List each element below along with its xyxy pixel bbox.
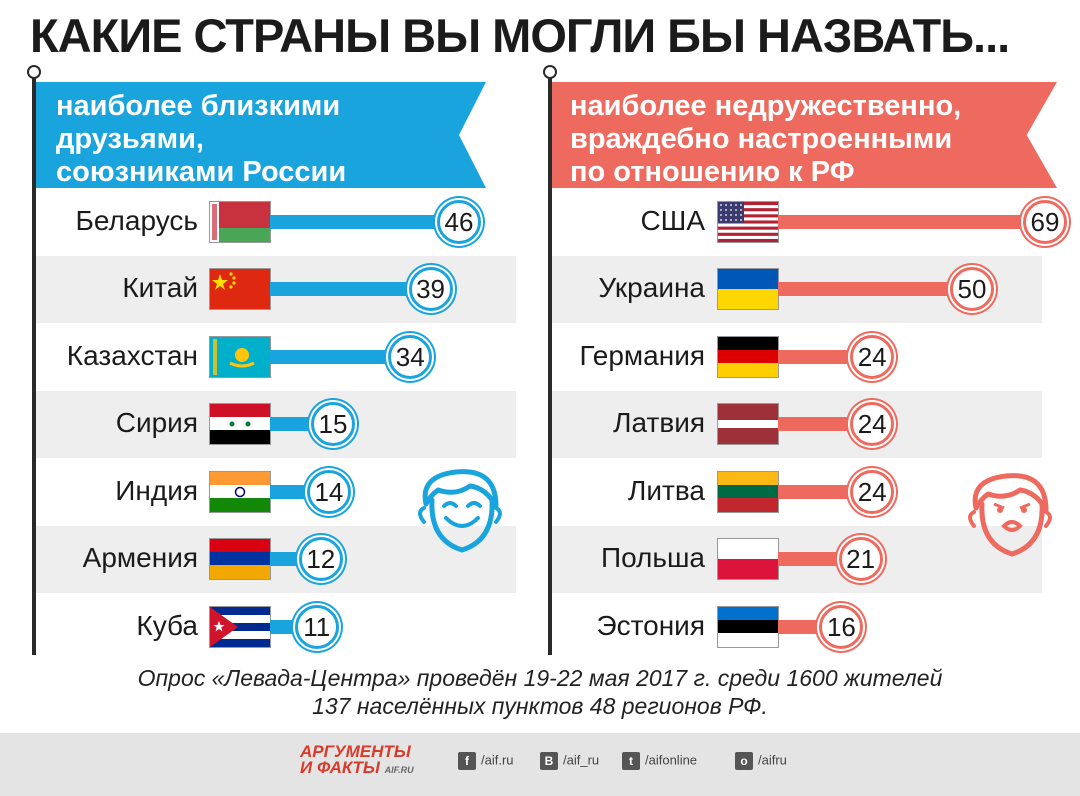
country-label: Армения	[82, 542, 198, 574]
country-label: Польша	[600, 542, 705, 574]
scared-face-icon	[962, 466, 1062, 566]
armenia-flag-icon	[210, 539, 270, 580]
value-label: 12	[298, 537, 343, 582]
social-link[interactable]: t/aifonline	[622, 752, 697, 770]
social-link[interactable]: B/aif_ru	[540, 752, 599, 770]
country-label: Китай	[122, 272, 198, 304]
data-bar	[778, 484, 871, 499]
data-bar	[270, 214, 457, 229]
value-label: 21	[838, 537, 883, 582]
flagpole	[32, 70, 36, 655]
data-bar	[270, 282, 429, 297]
ukraine-flag-icon	[718, 269, 778, 310]
aif-logo[interactable]: АРГУМЕНТЫ И ФАКТЫ AIF.RU	[300, 742, 414, 778]
usa-flag-icon	[718, 201, 778, 242]
data-bar	[270, 349, 409, 364]
flagpole-knob	[27, 65, 41, 79]
social-link[interactable]: f/aif.ru	[458, 752, 514, 770]
lithuania-flag-icon	[718, 471, 778, 512]
value-label: 39	[408, 267, 453, 312]
country-label: Индия	[115, 474, 198, 506]
value-label: 24	[850, 469, 895, 514]
footnote-line-1: Опрос «Левада-Центра» проведён 19-22 мая…	[137, 665, 943, 691]
social-link-label: /aifonline	[645, 752, 698, 768]
country-label: Германия	[579, 339, 705, 371]
value-label: 14	[306, 469, 351, 514]
social-link-label: /aif.ru	[481, 752, 514, 768]
china-flag-icon	[210, 269, 270, 310]
country-label: Литва	[628, 474, 705, 506]
syria-flag-icon	[210, 404, 270, 445]
poland-flag-icon	[718, 539, 778, 580]
value-label: 24	[850, 334, 895, 379]
value-label: 50	[950, 267, 995, 312]
smiling-face-icon	[412, 462, 512, 562]
cuba-flag-icon	[210, 606, 270, 647]
panel-title: наиболее близкими друзьями, союзниками Р…	[56, 90, 347, 188]
data-bar	[778, 282, 971, 297]
value-label: 16	[819, 604, 864, 649]
panel-banner	[36, 82, 486, 188]
social-link-label: /aif_ru	[563, 752, 600, 768]
country-label: Беларусь	[75, 204, 198, 236]
belarus-flag-icon	[210, 201, 270, 242]
estonia-flag-icon	[718, 606, 778, 647]
country-label: Украина	[598, 272, 705, 304]
data-bar	[778, 214, 1043, 229]
vk-icon: B	[540, 752, 558, 770]
panel-title: наиболее недружественно, враждебно настр…	[570, 90, 962, 188]
germany-flag-icon	[718, 336, 778, 377]
facebook-icon: f	[458, 752, 476, 770]
value-label: 34	[388, 334, 433, 379]
social-link[interactable]: о/aifru	[735, 752, 787, 770]
twitter-icon: t	[622, 752, 640, 770]
kazakhstan-flag-icon	[210, 336, 270, 377]
logo-line-1: АРГУМЕНТЫ	[300, 742, 411, 761]
footnote-line-2: 137 населённых пунктов 48 регионов РФ.	[312, 693, 768, 719]
panel-banner	[552, 82, 1057, 188]
flagpole	[548, 70, 552, 655]
value-label: 69	[1023, 199, 1067, 244]
country-label: Казахстан	[66, 339, 198, 371]
value-label: 46	[437, 199, 481, 244]
india-flag-icon	[210, 471, 270, 512]
value-label: 15	[310, 402, 355, 447]
value-label: 11	[294, 604, 339, 649]
data-bar	[778, 349, 871, 364]
latvia-flag-icon	[718, 404, 778, 445]
country-label: Куба	[136, 609, 198, 641]
value-label: 24	[850, 402, 895, 447]
data-bar	[778, 552, 859, 567]
odnoklassniki-icon: о	[735, 752, 753, 770]
country-label: Сирия	[115, 407, 198, 439]
country-label: Эстония	[596, 609, 705, 641]
country-label: Латвия	[613, 407, 705, 439]
country-label: США	[640, 204, 705, 236]
flagpole-knob	[543, 65, 557, 79]
data-bar	[778, 417, 871, 432]
page-title: КАКИЕ СТРАНЫ ВЫ МОГЛИ БЫ НАЗВАТЬ...	[30, 9, 1010, 62]
logo-line-2: И ФАКТЫ AIF.RU	[300, 758, 414, 777]
social-link-label: /aifru	[758, 752, 787, 768]
footnote: Опрос «Левада-Центра» проведён 19-22 мая…	[0, 664, 1080, 720]
